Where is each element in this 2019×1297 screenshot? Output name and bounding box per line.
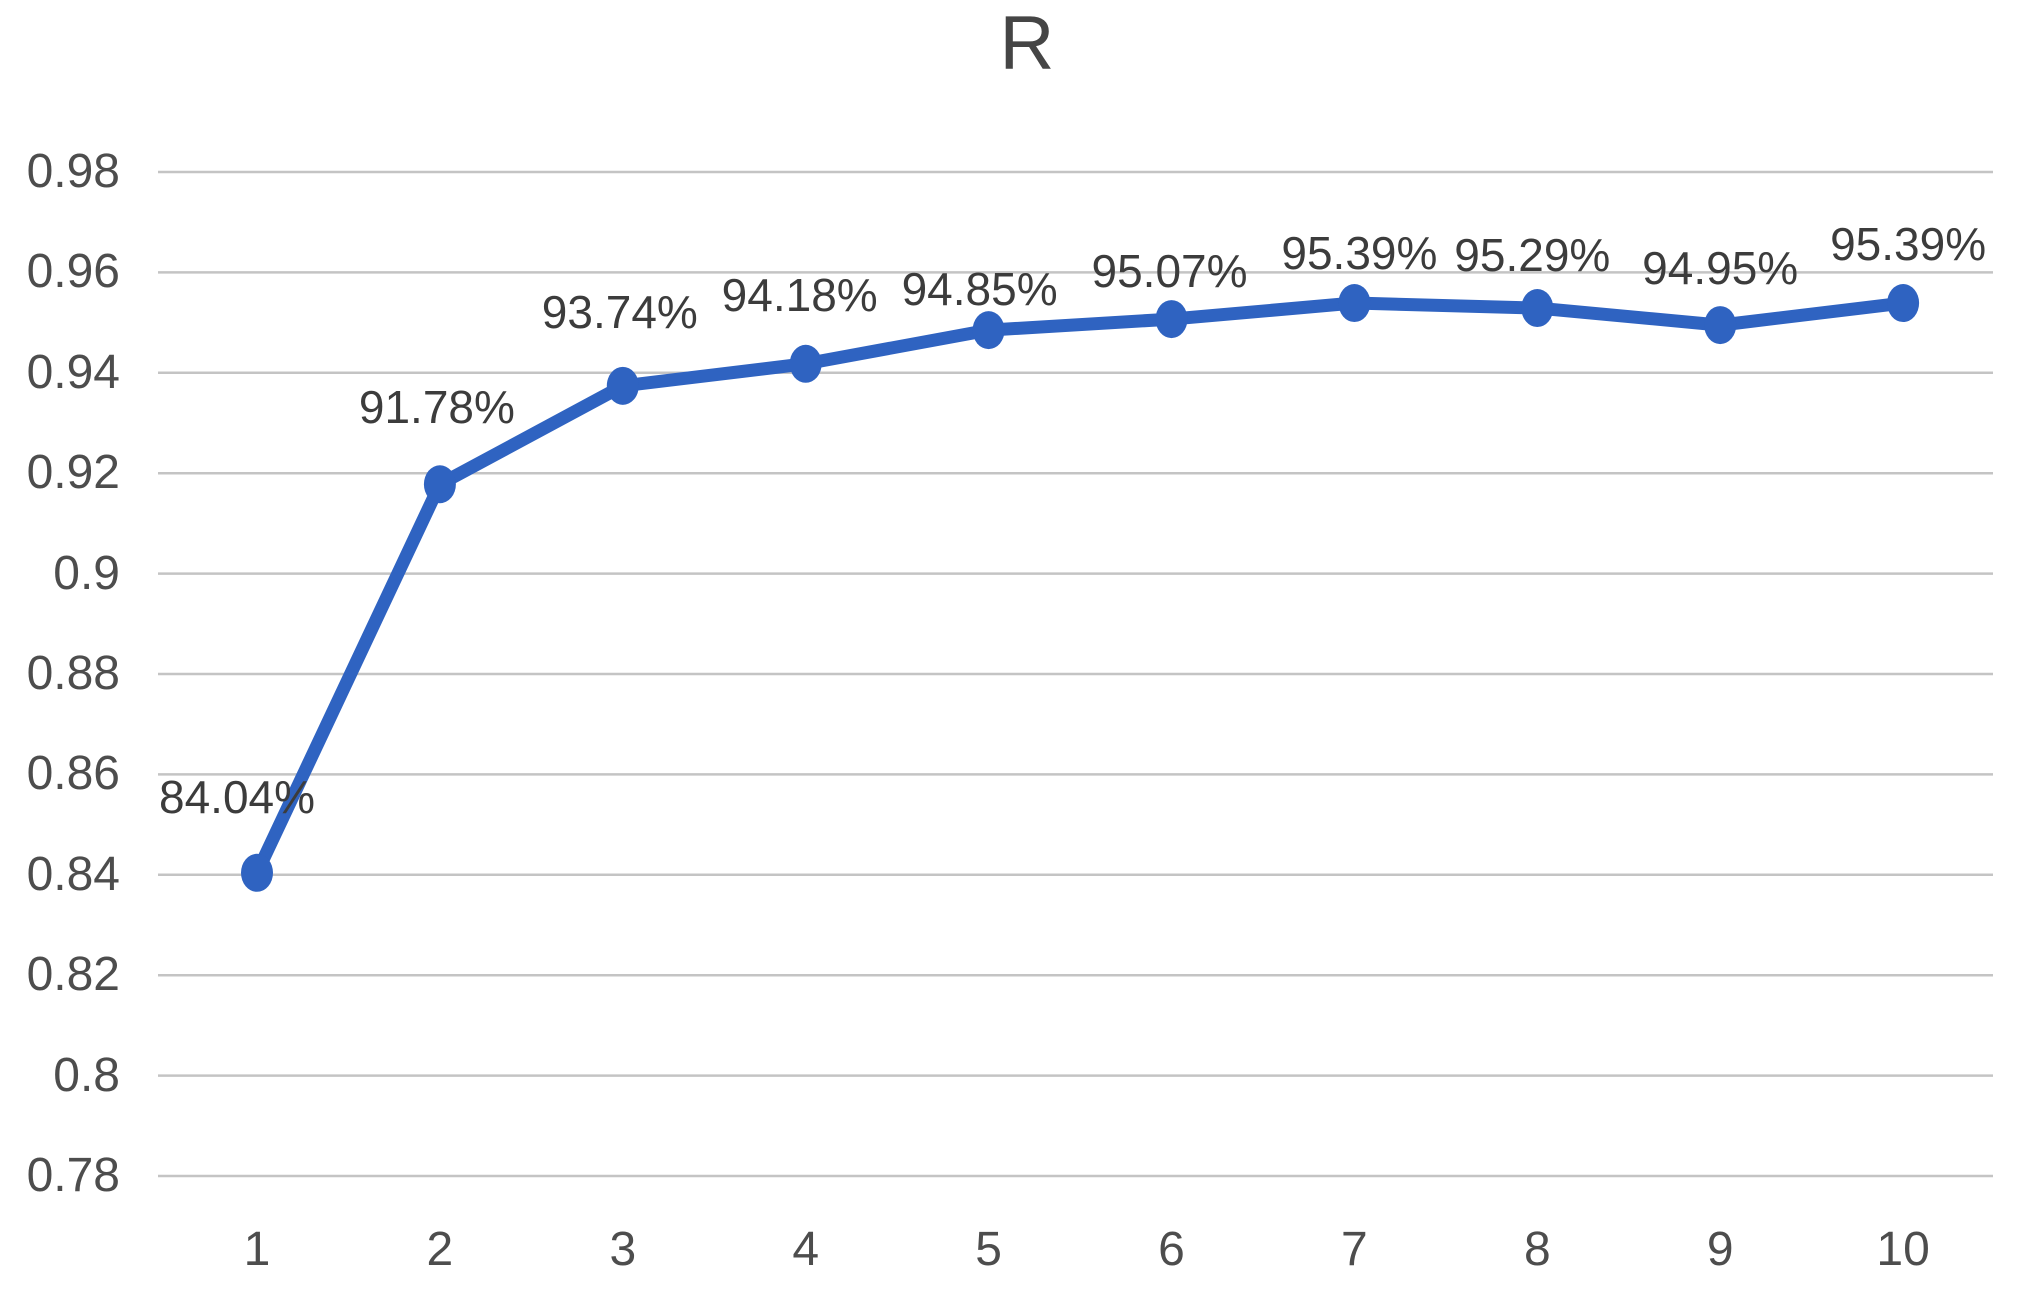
data-point-label: 84.04%	[158, 770, 316, 823]
data-point-marker	[1704, 306, 1737, 345]
data-point-marker	[241, 853, 273, 892]
data-point-label: 91.78%	[358, 381, 515, 434]
data-point-label: 94.85%	[901, 263, 1058, 316]
data-point-label: 95.29%	[1454, 229, 1611, 282]
data-point-label: 95.07%	[1091, 245, 1248, 298]
data-point-label: 93.74%	[541, 285, 698, 338]
x-tick-label: 5	[975, 1223, 1002, 1276]
x-tick-label: 7	[1341, 1223, 1368, 1276]
y-tick-label: 0.82	[26, 948, 120, 1002]
x-tick-label: 9	[1706, 1223, 1734, 1276]
y-tick-label: 0.86	[26, 747, 120, 801]
data-point-label: 94.95%	[1642, 242, 1799, 295]
data-point-label: 94.18%	[721, 268, 878, 321]
y-tick-label: 0.88	[26, 647, 120, 700]
x-tick-label: 6	[1158, 1223, 1185, 1276]
data-point-marker	[1338, 284, 1371, 323]
x-tick-label: 8	[1523, 1223, 1551, 1276]
data-point-label: 95.39%	[1830, 218, 1987, 271]
x-tick-label: 1	[243, 1223, 271, 1276]
x-tick-label: 2	[426, 1223, 454, 1276]
data-point-marker	[1521, 289, 1554, 328]
data-point-marker	[1155, 300, 1188, 339]
y-tick-label: 0.84	[26, 847, 120, 901]
data-point-marker	[789, 344, 822, 383]
data-point-marker	[606, 366, 639, 405]
x-tick-label: 10	[1876, 1223, 1930, 1276]
y-tick-label: 0.92	[26, 446, 120, 500]
y-tick-label: 0.8	[53, 1048, 120, 1102]
y-tick-label: 0.98	[26, 145, 120, 198]
data-point-marker	[972, 311, 1005, 350]
y-tick-label: 0.96	[26, 245, 120, 299]
x-tick-label: 4	[792, 1223, 820, 1276]
x-tick-label: 3	[609, 1223, 637, 1276]
y-tick-label: 0.94	[26, 345, 120, 399]
data-point-label: 95.39%	[1281, 227, 1438, 280]
y-tick-label: 0.78	[26, 1149, 120, 1202]
data-point-marker	[1887, 284, 1920, 323]
y-tick-label: 0.9	[53, 546, 120, 600]
chart-title: R	[999, 1, 1055, 86]
line-series	[250, 296, 1910, 880]
data-point-marker	[423, 465, 456, 504]
